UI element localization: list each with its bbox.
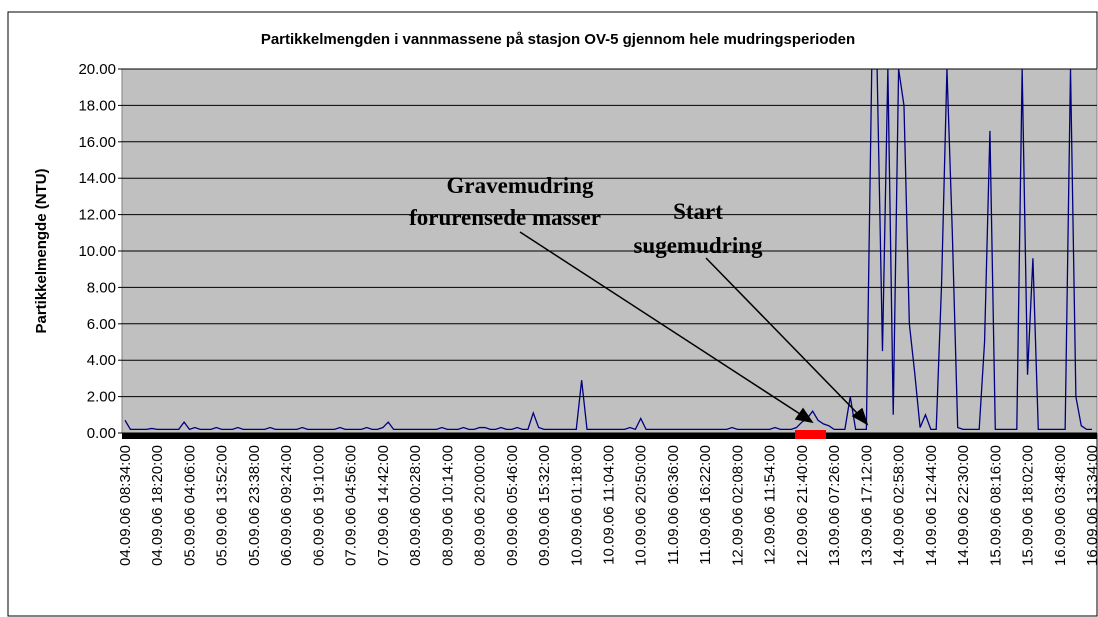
arrow-head [794, 407, 814, 424]
y-tick-label: 0.00 [87, 425, 116, 442]
x-tick-label: 14.09.06 22:30:00 [955, 445, 972, 566]
x-tick-label: 08.09.06 20:00:00 [472, 445, 489, 566]
chart-title: Partikkelmengden i vannmassene på stasjo… [261, 31, 855, 48]
y-tick-label: 16.00 [78, 134, 116, 151]
x-tick-label: 10.09.06 11:04:00 [601, 445, 618, 565]
x-tick-label: 16.09.06 13:34:00 [1084, 445, 1098, 566]
x-axis [122, 433, 1097, 439]
x-tick-label: 12.09.06 21:40:00 [794, 445, 811, 566]
annotation: sugemudring [633, 233, 763, 258]
y-tick-label: 12.00 [78, 207, 116, 224]
arrow [519, 231, 801, 415]
x-tick-label: 04.09.06 08:34:00 [117, 445, 134, 566]
x-tick-label: 13.09.06 07:26:00 [826, 445, 843, 566]
arrow-head [851, 407, 869, 426]
x-tick-label: 14.09.06 12:44:00 [923, 445, 940, 566]
x-tick-label: 05.09.06 23:38:00 [246, 445, 263, 566]
y-tick-label: 2.00 [87, 389, 116, 406]
x-tick-label: 09.09.06 15:32:00 [536, 445, 553, 566]
y-tick-label: 8.00 [87, 279, 116, 296]
x-tick-label: 06.09.06 09:24:00 [278, 445, 295, 566]
data-line [124, 69, 1092, 431]
x-tick-label: 10.09.06 20:50:00 [633, 445, 650, 566]
x-tick-label: 15.09.06 18:02:00 [1020, 445, 1037, 566]
x-tick-label: 13.09.06 17:12:00 [858, 445, 875, 566]
x-tick-label: 05.09.06 04:06:00 [181, 445, 198, 566]
arrows [519, 231, 869, 426]
y-tick-label: 20.00 [78, 61, 116, 78]
arrow [705, 257, 859, 415]
y-tick-label: 14.00 [78, 170, 116, 187]
x-tick-label: 11.09.06 06:36:00 [665, 445, 682, 565]
x-tick-label: 09.09.06 05:46:00 [504, 445, 521, 566]
x-tick-label: 12.09.06 11:54:00 [762, 445, 779, 565]
annotation: Start [673, 199, 723, 224]
x-tick-label: 11.09.06 16:22:00 [697, 445, 714, 565]
y-axis-label: Partikkelmengde (NTU) [33, 168, 50, 333]
x-tick-label: 10.09.06 01:18:00 [568, 445, 585, 566]
x-tick-label: 07.09.06 14:42:00 [375, 445, 392, 566]
x-tick-label: 07.09.06 04:56:00 [343, 445, 360, 566]
y-tick-label: 4.00 [87, 352, 116, 369]
x-tick-label: 05.09.06 13:52:00 [214, 445, 231, 566]
y-tick-label: 6.00 [87, 316, 116, 333]
period-marker [795, 430, 826, 439]
y-tick-label: 10.00 [78, 243, 116, 260]
x-tick-label: 06.09.06 19:10:00 [310, 445, 327, 566]
x-tick-label: 08.09.06 10:14:00 [439, 445, 456, 566]
x-tick-label: 16.09.06 03:48:00 [1052, 445, 1069, 566]
x-tick-label: 15.09.06 08:16:00 [987, 445, 1004, 566]
annotation: forurensede masser [409, 205, 601, 230]
y-tick-label: 18.00 [78, 97, 116, 114]
annotation: Gravemudring [447, 173, 594, 198]
x-tick-label: 08.09.06 00:28:00 [407, 445, 424, 566]
x-tick-label: 04.09.06 18:20:00 [149, 445, 166, 566]
x-tick-label: 12.09.06 02:08:00 [729, 445, 746, 566]
x-tick-label: 14.09.06 02:58:00 [891, 445, 908, 566]
